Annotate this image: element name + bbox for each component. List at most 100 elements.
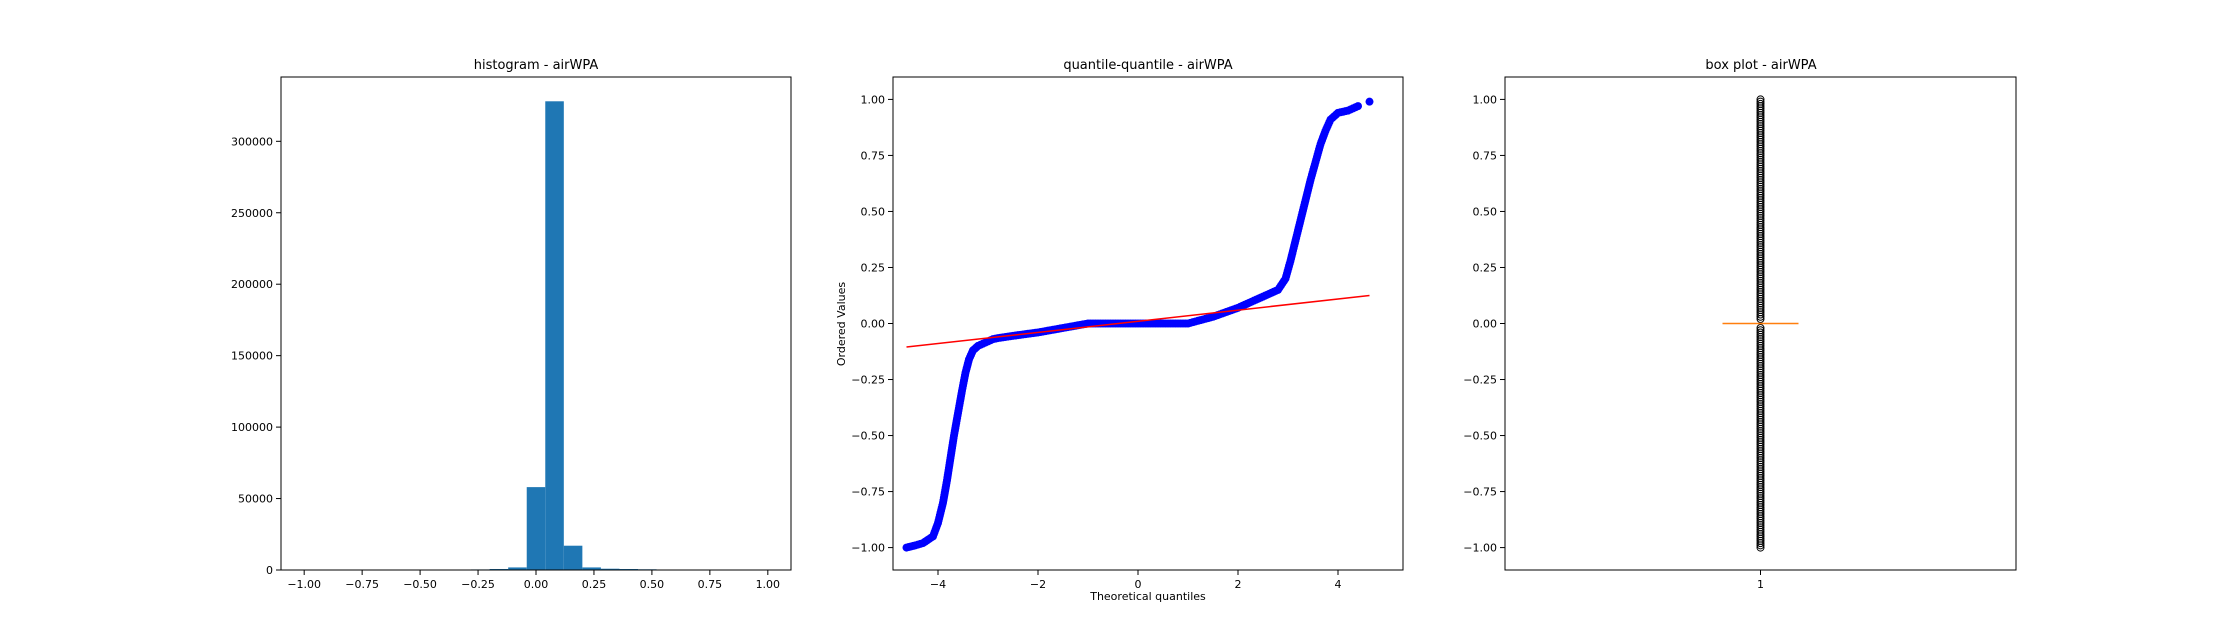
qq-axes-frame xyxy=(892,76,1404,571)
boxplot-outlier xyxy=(1756,162,1765,171)
x-tick-label: 4 xyxy=(1335,578,1342,591)
boxplot-outlier xyxy=(1756,216,1765,225)
boxplot-outlier xyxy=(1756,523,1765,532)
boxplot-outliers xyxy=(1756,95,1765,552)
y-tick-label: −1.00 xyxy=(851,542,885,555)
boxplot-outlier xyxy=(1756,292,1765,301)
x-tick-label: 1.00 xyxy=(756,578,781,591)
boxplot-outlier xyxy=(1756,341,1765,350)
boxplot-outlier xyxy=(1756,256,1765,265)
y-tick-label: −0.25 xyxy=(1463,374,1497,387)
boxplot-outlier xyxy=(1756,429,1765,438)
y-tick-label: 0.25 xyxy=(1473,261,1498,274)
boxplot-outlier xyxy=(1756,373,1765,382)
boxplot-outlier xyxy=(1756,346,1765,355)
boxplot-outlier xyxy=(1756,297,1765,306)
boxplot-outlier xyxy=(1756,122,1765,131)
histogram-x-axis: −1.00 −0.75 −0.50 −0.25 0.00 0.25 0.50 0.75 1.00 xyxy=(287,570,780,591)
boxplot-outlier xyxy=(1756,234,1765,243)
boxplot-outlier xyxy=(1756,391,1765,400)
boxplot-outlier xyxy=(1756,252,1765,261)
boxplot-outlier xyxy=(1756,194,1765,203)
y-tick-label: −1.00 xyxy=(1463,542,1497,555)
boxplot-outlier xyxy=(1756,238,1765,247)
x-tick-label: 1 xyxy=(1757,578,1764,591)
boxplot-outlier xyxy=(1756,274,1765,283)
boxplot-outlier xyxy=(1756,395,1765,404)
boxplot-outlier xyxy=(1756,355,1765,364)
boxplot-outlier xyxy=(1756,420,1765,429)
qq-reference-line xyxy=(906,294,1370,348)
boxplot-outlier xyxy=(1756,474,1765,483)
y-tick-label: 0.50 xyxy=(861,205,886,218)
y-tick-label: 100000 xyxy=(231,421,273,434)
boxplot-axes-frame xyxy=(1504,76,2017,571)
x-tick-label: −0.50 xyxy=(403,578,437,591)
boxplot-outlier xyxy=(1756,512,1765,521)
boxplot-outlier xyxy=(1756,117,1765,126)
x-tick-label: −0.75 xyxy=(345,578,379,591)
qq-reference-line-group xyxy=(906,294,1370,348)
y-tick-label: 0 xyxy=(266,564,273,577)
boxplot-outlier xyxy=(1756,198,1765,207)
boxplot-outlier xyxy=(1756,440,1765,449)
histogram-bar xyxy=(600,568,620,570)
x-tick-label: 0.25 xyxy=(582,578,607,591)
boxplot-outlier xyxy=(1756,382,1765,391)
boxplot-outlier xyxy=(1756,220,1765,229)
y-tick-label: 0.00 xyxy=(1473,318,1498,331)
y-tick-label: −0.75 xyxy=(851,486,885,499)
x-tick-label: −1.00 xyxy=(287,578,321,591)
boxplot-outlier xyxy=(1756,176,1765,185)
histogram-bar xyxy=(526,487,546,570)
boxplot-outlier xyxy=(1756,247,1765,256)
histogram-bar xyxy=(508,567,527,570)
boxplot-outlier xyxy=(1756,301,1765,310)
boxplot-outlier xyxy=(1756,323,1765,332)
boxplot-outlier xyxy=(1756,171,1765,180)
boxplot-outlier xyxy=(1756,229,1765,238)
histogram-bar xyxy=(619,568,638,570)
boxplot-outlier xyxy=(1756,377,1765,386)
boxplot-outlier xyxy=(1756,135,1765,144)
boxplot-outlier xyxy=(1756,104,1765,113)
boxplot-outlier xyxy=(1756,113,1765,122)
qq-title: quantile-quantile - airWPA xyxy=(1063,58,1232,73)
y-tick-label: 0.75 xyxy=(1473,149,1498,162)
boxplot-outlier xyxy=(1756,108,1765,117)
boxplot-outlier xyxy=(1756,364,1765,373)
x-tick-label: 2 xyxy=(1235,578,1242,591)
y-tick-label: 150000 xyxy=(231,350,273,363)
boxplot-outlier xyxy=(1756,99,1765,108)
boxplot-outlier xyxy=(1756,288,1765,297)
boxplot-outlier xyxy=(1756,444,1765,453)
boxplot-outlier xyxy=(1756,400,1765,409)
boxplot-outlier xyxy=(1756,279,1765,288)
y-tick-label: −0.50 xyxy=(1463,430,1497,443)
boxplot-outlier xyxy=(1756,449,1765,458)
boxplot-outlier xyxy=(1756,131,1765,140)
y-tick-label: 1.00 xyxy=(861,93,886,106)
boxplot-y-axis: −1.00 −0.75 −0.50 −0.25 0.00 0.25 0.50 0.75 1.00 xyxy=(1463,93,1505,555)
boxplot-outlier xyxy=(1756,140,1765,149)
boxplot-panel: box plot - airWPA 1 −1.00 −0.75 −0.50 −0.25… xyxy=(1463,58,2017,591)
y-tick-label: 50000 xyxy=(238,493,273,506)
histogram-axes-frame xyxy=(280,76,792,571)
boxplot-outlier xyxy=(1756,180,1765,189)
boxplot-outlier xyxy=(1756,368,1765,377)
boxplot-outlier xyxy=(1756,458,1765,467)
boxplot-outlier xyxy=(1756,149,1765,158)
y-tick-label: −0.75 xyxy=(1463,486,1497,499)
x-tick-label: 0 xyxy=(1135,578,1142,591)
boxplot-outlier xyxy=(1756,332,1765,341)
qq-y-axis: −1.00 −0.75 −0.50 −0.25 0.00 0.25 0.50 0.75 1.00 xyxy=(851,93,893,555)
x-tick-label: −0.25 xyxy=(461,578,495,591)
boxplot-outlier xyxy=(1756,306,1765,315)
qq-point xyxy=(1365,97,1374,106)
y-tick-label: −0.50 xyxy=(851,430,885,443)
y-tick-label: 0.00 xyxy=(861,318,886,331)
histogram-title: histogram - airWPA xyxy=(474,58,599,73)
boxplot-outlier xyxy=(1756,350,1765,359)
boxplot-outlier xyxy=(1756,243,1765,252)
